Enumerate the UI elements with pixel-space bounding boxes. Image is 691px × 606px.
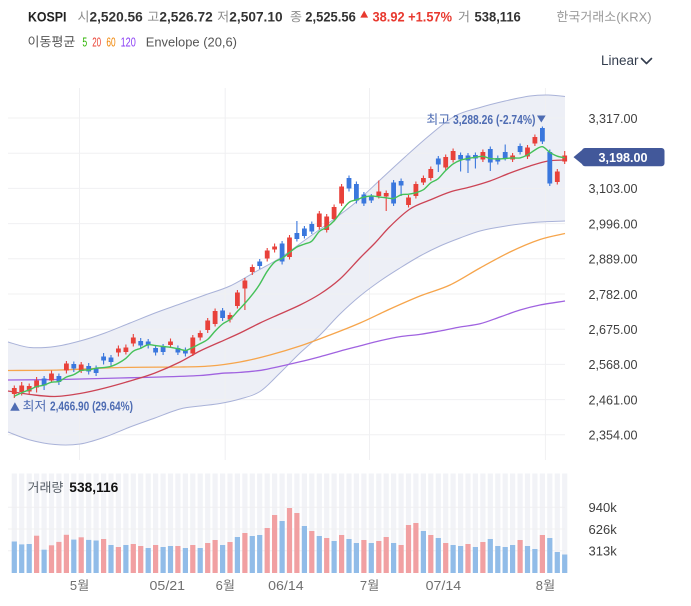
svg-text:3,198.00: 3,198.00 bbox=[599, 150, 648, 165]
svg-text:3,288.26 (-2.74%): 3,288.26 (-2.74%) bbox=[453, 112, 536, 127]
svg-text:2,675.00: 2,675.00 bbox=[589, 322, 638, 337]
svg-text:2,996.00: 2,996.00 bbox=[589, 216, 638, 231]
svg-text:538,116: 538,116 bbox=[475, 9, 522, 24]
svg-text:2,466.90 (29.64%): 2,466.90 (29.64%) bbox=[50, 399, 133, 414]
svg-text:5: 5 bbox=[82, 34, 87, 49]
svg-text:313k: 313k bbox=[589, 544, 618, 559]
svg-text:07/14: 07/14 bbox=[426, 578, 462, 593]
svg-text:Envelope (20,6): Envelope (20,6) bbox=[146, 34, 237, 49]
svg-text:2,507.10: 2,507.10 bbox=[229, 9, 282, 24]
svg-text:38.92 +1.57%: 38.92 +1.57% bbox=[373, 9, 453, 24]
svg-text:940k: 940k bbox=[589, 500, 618, 515]
svg-text:2,525.56: 2,525.56 bbox=[305, 9, 356, 24]
svg-text:(KRX): (KRX) bbox=[616, 9, 651, 24]
svg-text:120: 120 bbox=[121, 34, 136, 49]
svg-text:2,782.00: 2,782.00 bbox=[589, 287, 638, 302]
svg-text:2,526.72: 2,526.72 bbox=[159, 9, 212, 24]
svg-text:626k: 626k bbox=[589, 522, 618, 537]
svg-text:2,461.00: 2,461.00 bbox=[589, 392, 638, 407]
svg-text:Linear: Linear bbox=[601, 53, 639, 68]
svg-text:06/14: 06/14 bbox=[268, 578, 304, 593]
svg-text:20: 20 bbox=[92, 34, 101, 49]
svg-text:2,568.00: 2,568.00 bbox=[589, 357, 638, 372]
svg-text:3,317.00: 3,317.00 bbox=[589, 111, 638, 126]
svg-text:6: 6 bbox=[216, 578, 223, 593]
svg-text:3,103.00: 3,103.00 bbox=[589, 181, 638, 196]
svg-text:7: 7 bbox=[360, 578, 367, 593]
svg-text:2,520.56: 2,520.56 bbox=[90, 9, 144, 24]
svg-text:KOSPI: KOSPI bbox=[28, 9, 67, 24]
svg-text:8: 8 bbox=[536, 578, 543, 593]
svg-text:60: 60 bbox=[106, 34, 115, 49]
svg-text:05/21: 05/21 bbox=[150, 578, 186, 593]
svg-text:2,889.00: 2,889.00 bbox=[589, 252, 638, 267]
svg-text:5: 5 bbox=[70, 578, 77, 593]
svg-text:538,116: 538,116 bbox=[69, 480, 118, 495]
svg-text:2,354.00: 2,354.00 bbox=[589, 428, 638, 443]
